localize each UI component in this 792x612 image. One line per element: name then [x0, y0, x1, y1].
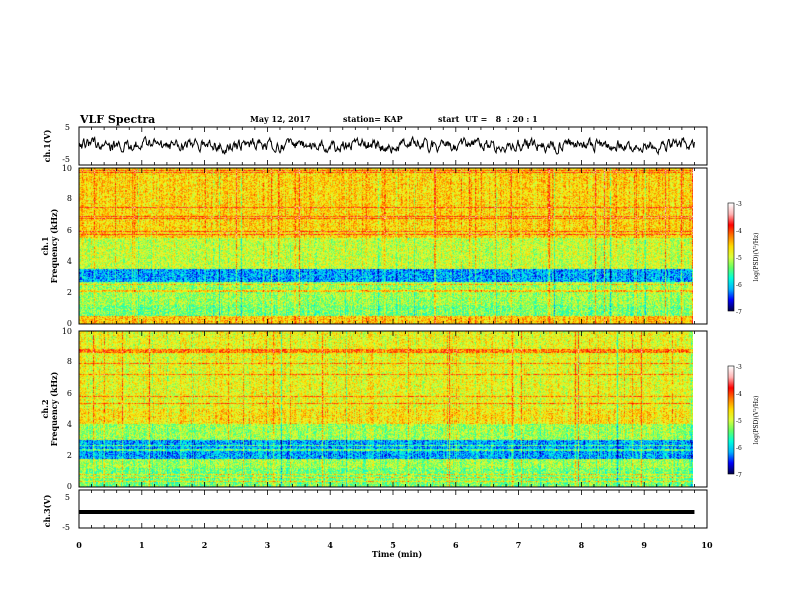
x-tick-label: 0: [76, 540, 82, 550]
ch3-waveform-panel: 5 -5 ch.3(V): [42, 489, 708, 532]
ch1-spec-ylabel-freq: Frequency (kHz): [49, 208, 59, 283]
ch2-spec-xticks: [78, 331, 708, 487]
ch2-cbar-tick-m4: -4: [736, 391, 742, 398]
ch1-waveform-line: [78, 135, 695, 156]
ch1-spec-ytick-2: 2: [67, 288, 72, 297]
ch1-spec-ytick-4: 4: [67, 257, 72, 266]
x-axis-tick-labels: 0 1 2 3 4 5 6 7 8 9 10: [76, 540, 713, 550]
ch2-spec-ytick-4: 4: [67, 420, 72, 429]
ch3-wave-ylabel: ch.3(V): [42, 494, 52, 527]
x-tick-label: 2: [202, 540, 208, 550]
ch1-cbar-tick-m3: -3: [736, 201, 742, 208]
ch2-colorbar: -3 -4 -5 -6 -7 log(PSD)(V²/Hz): [727, 364, 760, 479]
ch1-cbar-tick-m5: -5: [736, 255, 742, 262]
ch1-cbar-tick-m6: -6: [736, 282, 742, 289]
x-axis-label: Time (min): [372, 549, 422, 559]
ch2-spec-ytick-2: 2: [67, 451, 72, 460]
ch1-wave-ytick-bottom: -5: [62, 155, 70, 164]
date-label: May 12, 2017: [250, 114, 310, 124]
ch1-spec-ytick-10: 10: [62, 164, 72, 173]
x-tick-label: 9: [641, 540, 647, 550]
ch1-spec-ytick-6: 6: [67, 226, 72, 235]
ch1-spectrogram-image: [79, 168, 693, 324]
ch2-spec-ytick-6: 6: [67, 389, 72, 398]
ch1-cbar-tick-m4: -4: [736, 228, 742, 235]
ch2-spec-ylabel-freq: Frequency (kHz): [49, 371, 59, 446]
ch1-wave-ytick-top: 5: [65, 123, 70, 132]
x-tick-label: 1: [139, 540, 145, 550]
ch1-cbar-tick-m7: -7: [736, 309, 742, 316]
ch2-cbar-label: log(PSD)(V²/Hz): [753, 396, 760, 445]
x-tick-label: 7: [516, 540, 522, 550]
x-tick-label: 10: [701, 540, 713, 550]
ch1-cbar-label: log(PSD)(V²/Hz): [753, 233, 760, 282]
ch1-spec-ytick-8: 8: [67, 194, 72, 203]
ch2-spectrogram-image: [79, 331, 693, 487]
station-label: station= KAP: [343, 114, 403, 124]
start-ut-label: start UT = 8 : 20 : 1: [438, 114, 538, 124]
figure-title: VLF Spectra: [79, 113, 155, 126]
ch3-wave-xticks: [78, 490, 708, 528]
x-tick-label: 8: [579, 540, 585, 550]
ch1-spec-ytick-0: 0: [67, 319, 72, 328]
x-tick-label: 3: [265, 540, 271, 550]
ch2-spectrogram-panel: 0 2 4 6 8 10 ch.2 Frequency (kHz): [40, 327, 708, 491]
ch2-cbar-tick-m7: -7: [736, 472, 742, 479]
ch1-waveform-panel: 5 -5 ch.1(V): [42, 123, 708, 166]
ch1-colorbar-gradient: [728, 203, 734, 311]
ch2-spec-ytick-8: 8: [67, 357, 72, 366]
ch2-cbar-tick-m5: -5: [736, 418, 742, 425]
ch2-spec-ylabel-ch: ch.2: [40, 399, 50, 418]
ch1-spec-ylabel-ch: ch.1: [40, 236, 50, 255]
ch1-colorbar: -3 -4 -5 -6 -7 log(PSD)(V²/Hz): [727, 201, 760, 316]
ch1-wave-ylabel: ch.1(V): [42, 129, 52, 162]
ch2-cbar-tick-m3: -3: [736, 364, 742, 371]
x-tick-label: 4: [327, 540, 333, 550]
ch2-colorbar-gradient: [728, 366, 734, 474]
ch2-spec-ytick-0: 0: [67, 482, 72, 491]
ch1-spec-xticks: [78, 168, 708, 324]
ch1-wave-xticks: [78, 127, 708, 165]
x-tick-label: 5: [390, 540, 396, 550]
x-tick-label: 6: [453, 540, 459, 550]
ch3-wave-ytick-top: 5: [65, 493, 70, 502]
ch3-wave-ytick-bottom: -5: [62, 523, 70, 532]
ch2-cbar-tick-m6: -6: [736, 445, 742, 452]
ch1-spectrogram-panel: 0 2 4 6 8 10 ch.1 Frequency (kHz): [40, 164, 708, 328]
ch2-spec-ytick-10: 10: [62, 327, 72, 336]
